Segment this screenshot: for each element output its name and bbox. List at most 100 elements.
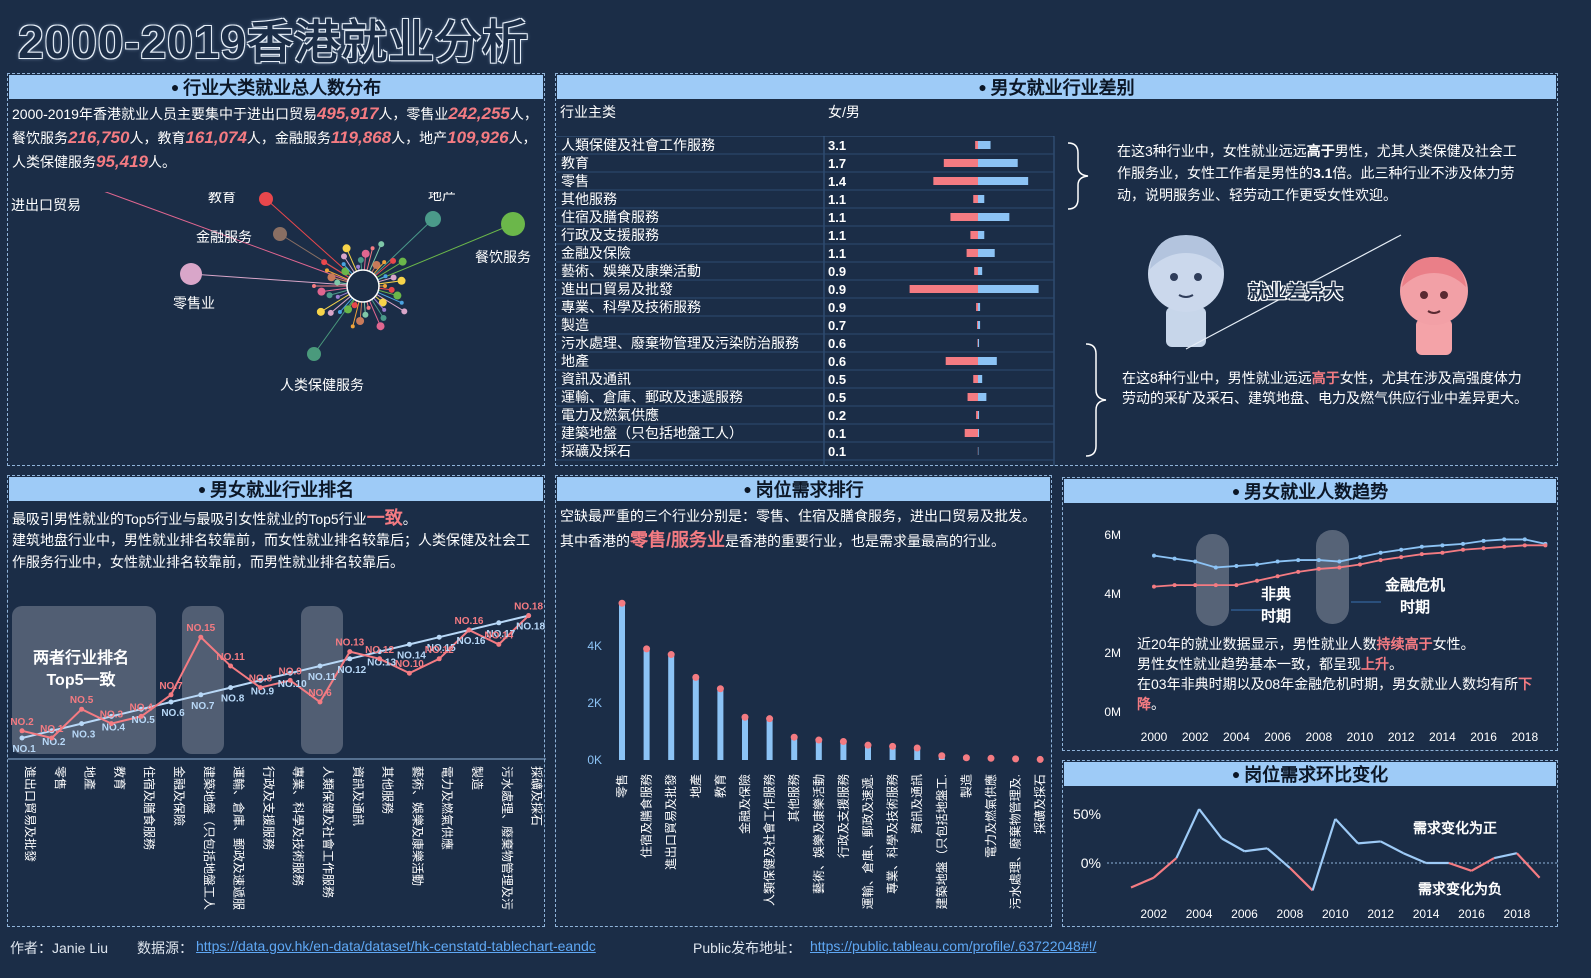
x-tick-label: 其他服務 <box>787 774 801 822</box>
bubble-node-small <box>350 324 355 329</box>
male-rank-label: NO.16 <box>457 636 486 647</box>
positive-label: 需求变化为正 <box>1413 820 1497 836</box>
bar-female <box>966 249 978 257</box>
x-tick-label: 行政及支援服務 <box>261 766 275 850</box>
female-point <box>1461 547 1465 552</box>
change-segment <box>1266 847 1291 869</box>
note-text: 近20年的就业数据显示，男性就业人数 <box>1137 636 1377 652</box>
panel-title: 行业大类就业总人数分布 <box>9 75 543 99</box>
bubble-node-small <box>335 294 340 299</box>
female-point <box>1358 562 1362 567</box>
male-rank-point <box>138 706 144 712</box>
female-rank-point <box>436 656 442 662</box>
y-tick-label: 6M <box>1104 528 1121 542</box>
female-point <box>1481 546 1486 551</box>
panel-job-demand: 岗位需求排行 空缺最严重的三个行业分别是：零售、住宿及膳食服务，进出口贸易及批发… <box>555 475 1052 927</box>
y-tick-label: 4K <box>587 639 602 653</box>
table-industry: 地產 <box>561 353 589 369</box>
x-tick-label: 2008 <box>1277 907 1304 921</box>
female-rank-label: NO.16 <box>455 616 484 627</box>
panel-title: 岗位需求环比变化 <box>1064 762 1556 786</box>
female-rank-point <box>198 634 204 640</box>
x-tick-label: 2018 <box>1511 730 1538 744</box>
bubble-node <box>425 211 441 227</box>
change-segment <box>1152 857 1178 879</box>
table-ratio: 0.9 <box>828 282 846 297</box>
demand-bar <box>914 748 921 760</box>
female-rank-point <box>228 663 234 669</box>
bubble-label: 金融服务 <box>196 229 252 245</box>
change-segment <box>1380 840 1404 855</box>
table-ratio: 0.9 <box>828 264 846 279</box>
female-rank-label: NO.14 <box>484 630 513 641</box>
male-point <box>1152 553 1156 558</box>
female-rank-label: NO.12 <box>365 645 394 656</box>
x-tick-label: 2010 <box>1347 730 1374 744</box>
x-tick-label: 2002 <box>1182 730 1209 744</box>
x-tick-label: 電力及燃氣供應 <box>440 766 455 850</box>
change-segment <box>1221 837 1246 853</box>
top5-box-label: 两者行业排名Top5一致 <box>32 650 129 689</box>
x-tick-label: 教育 <box>712 774 727 798</box>
female-rank-point <box>287 677 293 683</box>
male-rank-label: NO.4 <box>102 722 126 733</box>
crisis-label: 金融危机 时期 <box>1385 575 1445 619</box>
x-tick-label: 2014 <box>1413 907 1440 921</box>
bar-male <box>978 231 985 239</box>
bubble-node-small <box>356 317 365 326</box>
x-tick-label: 住宿及膳食服務 <box>639 774 654 858</box>
note-highlight: 一致 <box>366 508 403 528</box>
male-point <box>1399 547 1404 552</box>
desc-text: 人，地产 <box>391 130 448 146</box>
x-tick-label: 藝術、娛樂及康樂活動 <box>410 766 425 886</box>
x-tick-label: 教育 <box>112 766 127 790</box>
footer-publish-link[interactable]: https://public.tableau.com/profile/.6372… <box>810 938 1097 954</box>
bubble-node <box>307 347 321 361</box>
note-text: 空缺最严重的三个行业分别是：零售、住宿及膳食服务，进出口贸易及批发。其中香港的 <box>560 508 1036 549</box>
male-rank-point <box>198 692 204 698</box>
female-rank-label: NO.18 <box>514 602 543 613</box>
table-industry: 教育 <box>561 155 589 171</box>
table-ratio: 1.1 <box>828 192 846 207</box>
girl-icon <box>1400 257 1468 355</box>
trend-line-chart: 0M 2M 4M 6M 2000 2002 2004 2006 2008 2010 2012 2014… <box>1104 528 1548 744</box>
crisis-period-band <box>1316 530 1349 624</box>
male-rank-point <box>108 713 114 719</box>
bubble-node-small <box>334 279 341 286</box>
footer-source-link[interactable]: https://data.gov.hk/en-data/dataset/hk-c… <box>196 938 596 954</box>
desc-text: 人，餐饮服务 <box>12 106 538 146</box>
panel-demand-change: 岗位需求环比变化 0% 50% 2002 2004 2006 2008 2010 2012 20… <box>1062 760 1558 927</box>
table-industry: 住宿及膳食服務 <box>561 209 659 225</box>
male-rank-label: NO.5 <box>132 715 156 726</box>
note-text: 在这8种行业中，男性就业远远 <box>1122 370 1312 386</box>
demand-dot <box>618 599 626 607</box>
panel-title: 男女就业行业排名 <box>9 477 543 501</box>
table-industry: 製造 <box>561 317 589 333</box>
x-tick-label: 污水處理、廢棄物管理及. <box>1008 774 1023 909</box>
ranking-note-1: 最吸引男性就业的Top5行业与最吸引女性就业的Top5行业一致。 <box>12 506 542 531</box>
female-point <box>1296 569 1301 574</box>
male-rank-point <box>19 735 25 741</box>
table-ratio: 3.1 <box>828 138 846 153</box>
change-segment <box>1289 867 1314 892</box>
table-ratio: 1.4 <box>828 174 847 189</box>
male-rank-label: NO.6 <box>161 708 185 719</box>
bubble-node <box>259 192 273 206</box>
bubble-node-small <box>366 305 371 310</box>
bubble-node-small <box>324 268 329 273</box>
demand-bar <box>717 688 724 760</box>
bar-male <box>978 303 981 311</box>
ranking-note-2: 建筑地盘行业中，男性就业排名较靠前，而女性就业排名较靠后；人类保健及社会工作服务… <box>12 532 530 570</box>
male-line <box>1153 538 1546 569</box>
demand-dot <box>643 645 651 653</box>
footer-publish-label: Public发布地址： <box>693 940 802 956</box>
female-rank-label: NO.12 <box>425 645 454 656</box>
table-ratio: 0.7 <box>828 318 846 333</box>
x-tick-label: 人類保健及社會工作服務 <box>762 774 777 906</box>
bubble-node-small <box>316 307 325 316</box>
bubble-node-small <box>401 308 408 315</box>
note-highlight: 零售/服务业 <box>630 530 726 550</box>
sars-period-band <box>1196 534 1229 626</box>
bar-female <box>909 285 978 293</box>
bubble-node <box>501 212 525 236</box>
